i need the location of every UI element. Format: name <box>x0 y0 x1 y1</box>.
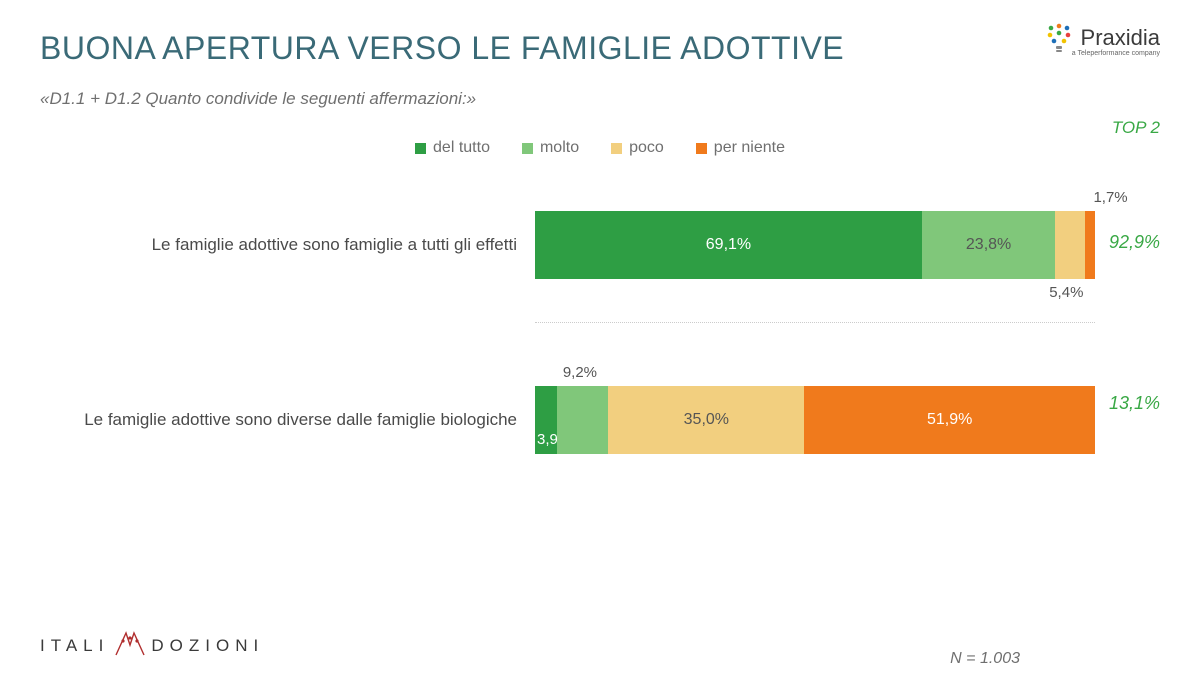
bar-segment: 69,1% <box>535 211 922 279</box>
segment-label: 5,4% <box>1049 284 1083 301</box>
stacked-bar-chart: Le famiglie adottive sono famiglie a tut… <box>40 205 1160 478</box>
question-subtitle: «D1.1 + D1.2 Quanto condivide le seguent… <box>40 89 1160 109</box>
sample-size-note: N = 1.003 <box>950 650 1020 668</box>
segment-label: 1,7% <box>1093 189 1127 206</box>
row-divider <box>535 322 1095 323</box>
top2-header: TOP 2 <box>1112 118 1160 138</box>
legend-swatch <box>522 143 533 154</box>
top2-value: 13,1% <box>1109 393 1160 414</box>
italia-right: DOZIONI <box>151 636 264 656</box>
page-title: BUONA APERTURA VERSO LE FAMIGLIE ADOTTIV… <box>40 30 1160 67</box>
legend-label: molto <box>540 139 579 157</box>
chart-row: Le famiglie adottive sono famiglie a tut… <box>40 205 1160 285</box>
praxidia-tagline: a Teleperformance company <box>1072 50 1160 57</box>
legend-label: del tutto <box>433 139 490 157</box>
bar-segment: 3,9% <box>535 386 557 454</box>
praxidia-logo: Praxidia a Teleperformance company <box>1045 22 1160 54</box>
bar-segment: 23,8% <box>922 211 1055 279</box>
row-label: Le famiglie adottive sono famiglie a tut… <box>40 235 535 255</box>
praxidia-wordmark: Praxidia <box>1081 25 1160 51</box>
italiaadozioni-logo: ITALI DOZIONI <box>40 629 264 662</box>
italia-mark-icon <box>113 629 147 662</box>
row-label: Le famiglie adottive sono diverse dalle … <box>40 410 535 430</box>
italia-left: ITALI <box>40 636 109 656</box>
chart-legend: del tutto molto poco per niente <box>40 139 1160 159</box>
segment-label: 9,2% <box>563 364 597 381</box>
legend-swatch <box>611 143 622 154</box>
legend-item: molto <box>522 139 579 157</box>
bar-segment: 5,4% <box>1055 211 1085 279</box>
legend-label: poco <box>629 139 664 157</box>
legend-item: per niente <box>696 139 785 157</box>
stacked-bar: 69,1%23,8%5,4%1,7% <box>535 211 1095 279</box>
chart-row: Le famiglie adottive sono diverse dalle … <box>40 380 1160 460</box>
bar-segment: 35,0% <box>608 386 804 454</box>
praxidia-bulb-icon <box>1045 22 1073 54</box>
legend-item: poco <box>611 139 664 157</box>
legend-item: del tutto <box>415 139 490 157</box>
top2-value: 92,9% <box>1109 232 1160 253</box>
legend-swatch <box>696 143 707 154</box>
bar-segment: 51,9% <box>804 386 1095 454</box>
bar-segment: 9,2% <box>557 386 609 454</box>
bar-segment: 1,7% <box>1085 211 1095 279</box>
legend-label: per niente <box>714 139 785 157</box>
legend-swatch <box>415 143 426 154</box>
stacked-bar: 3,9%9,2%35,0%51,9% <box>535 386 1095 454</box>
